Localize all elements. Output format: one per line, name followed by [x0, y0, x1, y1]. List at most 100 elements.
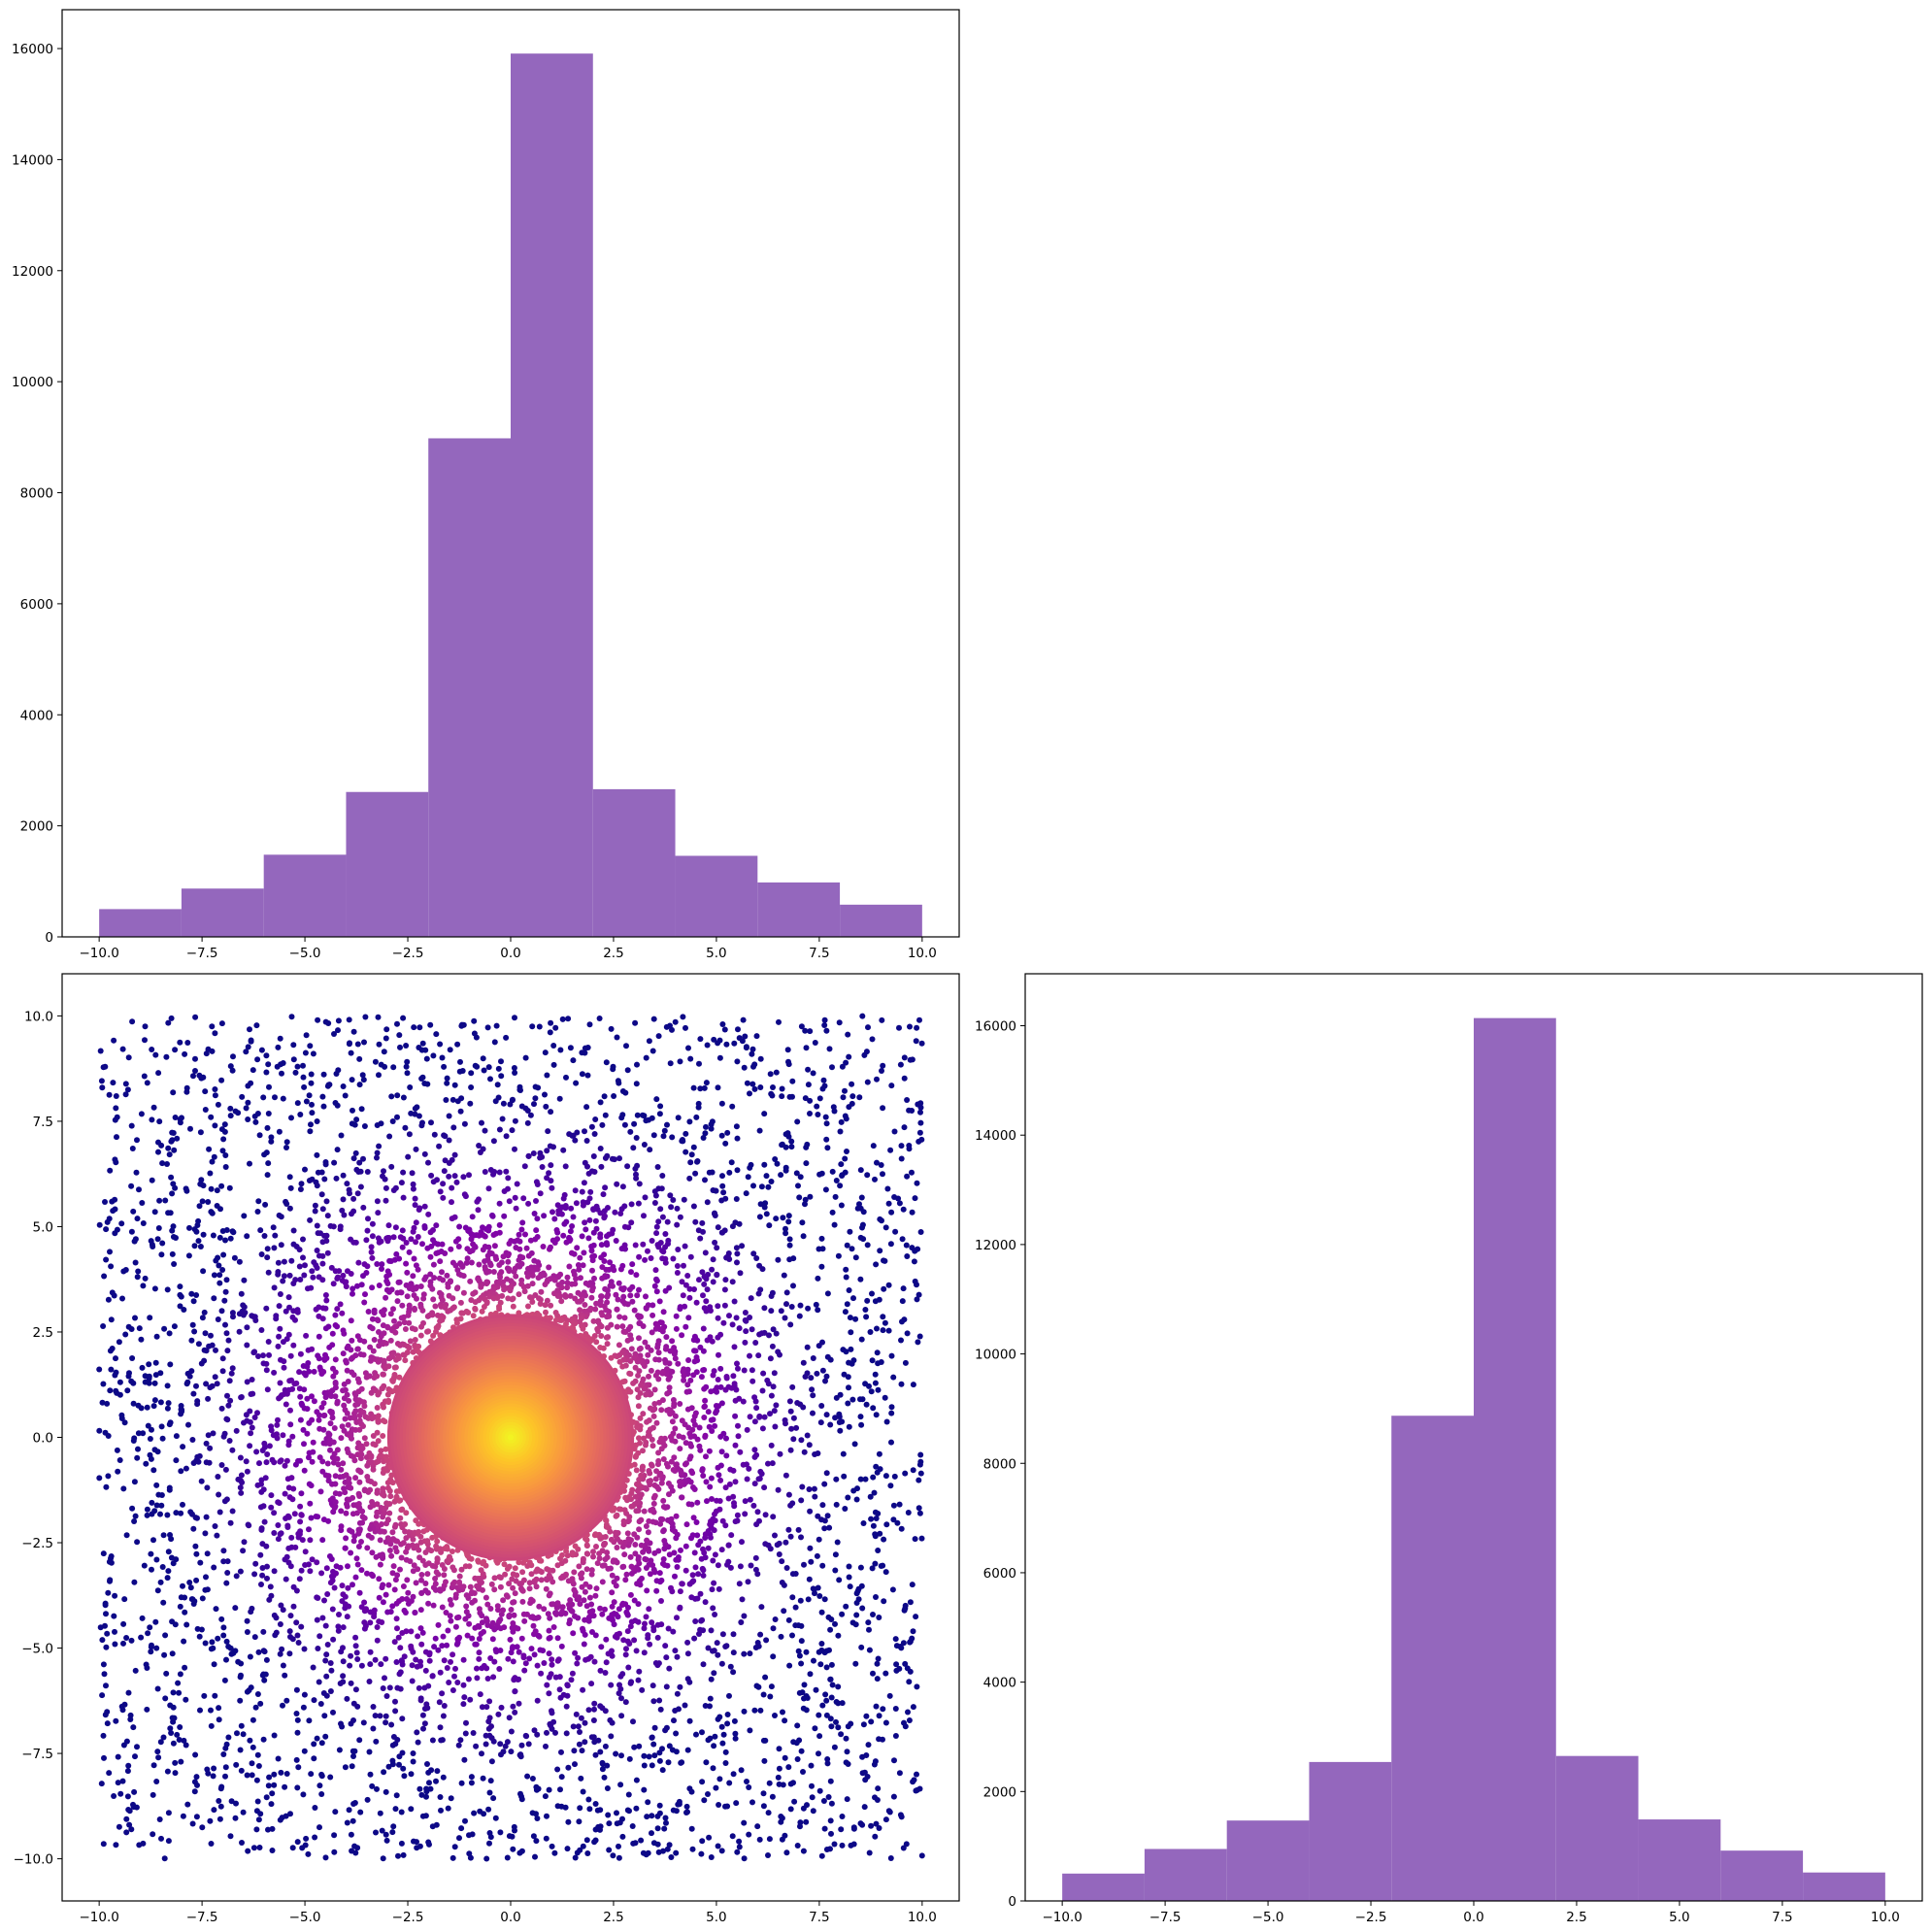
scatter-point: [115, 1780, 121, 1786]
scatter-point: [876, 1296, 882, 1303]
scatter-point: [867, 1329, 874, 1335]
scatter-point: [882, 1394, 888, 1401]
scatter-point: [710, 1605, 716, 1612]
scatter-point: [329, 1330, 336, 1337]
scatter-point: [483, 1855, 490, 1862]
scatter-point: [874, 1076, 880, 1083]
scatter-point: [665, 1625, 672, 1632]
scatter-point: [203, 1514, 210, 1520]
scatter-point: [785, 1764, 792, 1771]
scatter-point: [386, 1548, 393, 1553]
scatter-point: [590, 1229, 597, 1236]
scatter-point: [888, 1410, 895, 1416]
scatter-point: [135, 1268, 142, 1275]
scatter-point: [822, 1186, 829, 1193]
scatter-point: [627, 1591, 634, 1598]
scatter-point: [558, 1749, 564, 1755]
scatter-point: [436, 1699, 443, 1706]
scatter-point: [832, 1551, 839, 1558]
scatter-point: [692, 1170, 699, 1177]
scatter-point: [683, 1543, 689, 1549]
scatter-point: [350, 1107, 355, 1114]
scatter-point: [499, 1116, 506, 1122]
scatter-point: [532, 1095, 539, 1102]
scatter-point: [711, 1036, 717, 1043]
scatter-point: [603, 1059, 610, 1066]
scatter-point: [898, 1155, 905, 1162]
scatter-point: [266, 1083, 272, 1090]
scatter-point: [396, 1279, 403, 1285]
scatter-point: [290, 1281, 297, 1286]
scatter-point: [674, 1221, 681, 1228]
scatter-point: [482, 1169, 488, 1175]
scatter-point: [204, 1484, 211, 1491]
scatter-point: [716, 1037, 723, 1044]
scatter-point: [323, 1673, 330, 1680]
scatter-point: [315, 1514, 321, 1520]
scatter-point: [719, 1631, 726, 1638]
scatter-point: [524, 1119, 531, 1126]
scatter-point: [621, 1223, 628, 1230]
scatter-point: [624, 1067, 631, 1074]
scatter-point: [225, 1734, 232, 1741]
scatter-point: [412, 1195, 418, 1202]
scatter-point: [733, 1123, 740, 1130]
scatter-point: [874, 1660, 881, 1667]
scatter-point: [522, 1732, 529, 1739]
scatter-point: [253, 1022, 260, 1029]
scatter-point: [591, 1706, 597, 1713]
scatter-point: [530, 1833, 537, 1840]
scatter-point: [350, 1717, 356, 1723]
scatter-point: [512, 1117, 518, 1124]
scatter-point: [357, 1183, 364, 1190]
scatter-point: [149, 1047, 155, 1052]
scatter-point: [818, 1647, 825, 1653]
scatter-point: [250, 1845, 257, 1851]
scatter-point: [696, 1443, 703, 1449]
scatter-point: [631, 1637, 638, 1644]
scatter-point: [512, 1238, 518, 1245]
scatter-point: [657, 1103, 664, 1110]
scatter-point: [798, 1023, 805, 1030]
scatter-point: [334, 1306, 341, 1313]
scatter-point: [898, 1814, 905, 1820]
scatter-point: [128, 1183, 135, 1189]
scatter-point: [586, 1021, 593, 1028]
scatter-point: [735, 1433, 742, 1440]
scatter-point: [837, 1427, 844, 1434]
scatter-point: [361, 1123, 368, 1129]
scatter-point: [391, 1586, 398, 1593]
scatter-point: [226, 1184, 233, 1191]
scatter-point: [636, 1668, 643, 1675]
scatter-point: [400, 1583, 407, 1589]
scatter-point: [255, 1763, 262, 1769]
scatter-point: [307, 1500, 314, 1507]
scatter-point: [641, 1213, 647, 1219]
scatter-point: [170, 1560, 177, 1567]
scatter-point: [240, 1731, 247, 1738]
scatter-point: [742, 1310, 749, 1316]
scatter-point: [354, 1190, 361, 1197]
scatter-point: [666, 1842, 673, 1849]
scatter-point: [247, 1408, 253, 1415]
scatter-point: [751, 1481, 758, 1487]
scatter-point: [269, 1848, 276, 1853]
scatter-point: [701, 1385, 708, 1392]
scatter-point: [517, 1751, 524, 1758]
scatter-point: [308, 1771, 315, 1778]
scatter-point: [690, 1372, 697, 1379]
scatter-point: [746, 1831, 752, 1838]
scatter-point: [913, 1614, 919, 1620]
scatter-point: [146, 1361, 152, 1368]
scatter-point: [425, 1159, 431, 1166]
scatter-point: [742, 1498, 749, 1505]
scatter-point: [715, 1315, 721, 1321]
scatter-point: [189, 1321, 196, 1328]
scatter-point: [902, 1660, 909, 1667]
scatter-point: [168, 1536, 175, 1543]
histogram-bar: [757, 882, 841, 937]
scatter-point: [633, 1081, 640, 1087]
scatter-point: [282, 1490, 288, 1497]
scatter-point: [134, 1539, 141, 1546]
scatter-point: [742, 1339, 749, 1346]
